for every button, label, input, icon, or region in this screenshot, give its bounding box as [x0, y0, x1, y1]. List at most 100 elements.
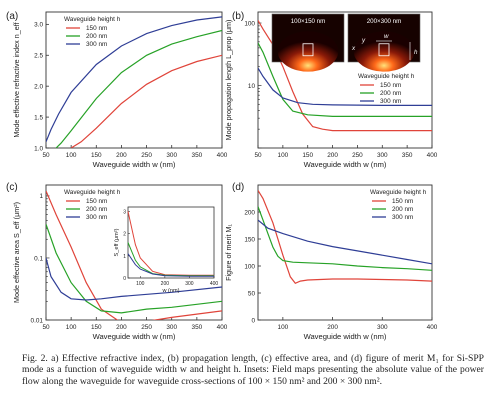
series-line-300-nm	[46, 16, 222, 143]
field-map-inset: 100×150 nm	[271, 13, 345, 72]
y-tick-label: 100	[244, 20, 255, 27]
inset-y-tick-label: 0	[123, 276, 126, 282]
inset-x-tick-label: 100	[136, 281, 145, 287]
legend-title: Waveguide height h	[64, 189, 121, 196]
x-tick-label: 50	[42, 152, 50, 159]
x-tick-label: 50	[42, 324, 50, 331]
x-tick-label: 400	[427, 324, 438, 331]
x-axis-label: Waveguide width w (nm)	[93, 332, 176, 341]
plot-frame	[257, 184, 433, 321]
y-tick-label: 100	[244, 263, 255, 270]
y-axis-label: Figure of merit M₁	[224, 224, 233, 281]
legend-title: Waveguide height h	[370, 189, 427, 196]
y-tick-label: 150	[244, 236, 255, 243]
panel-d: (d) 100 200 300 400 Waveguide width w (nm) 0 50…	[224, 182, 438, 341]
x-tick-label: 250	[141, 152, 152, 159]
legend-entry: 150 nm	[392, 198, 413, 205]
series-line-150-nm	[258, 190, 432, 285]
x-tick-label: 350	[192, 152, 203, 159]
x-tick-label: 150	[302, 152, 313, 159]
legend-entry: 200 nm	[392, 206, 413, 213]
panel-label: (c)	[6, 182, 18, 193]
x-tick-label: 300	[377, 324, 388, 331]
y-tick-label: 3.0	[34, 22, 43, 29]
panel-c: (c) 50 100 150 200 250 300 350 400 Waveguide widt…	[6, 182, 228, 341]
inset-series-line	[127, 253, 214, 277]
x-tick-label: 300	[166, 152, 177, 159]
x-tick-label: 300	[166, 324, 177, 331]
legend-entry: 300 nm	[392, 214, 413, 221]
waveguide-outline	[302, 43, 314, 57]
y-tick-label: 1.0	[34, 145, 43, 152]
series-line-300-nm	[258, 219, 432, 265]
inset-y-tick-label: 3	[123, 209, 126, 215]
x-tick-label: 400	[217, 324, 228, 331]
inset-title: 100×150 nm	[291, 18, 326, 25]
x-tick-label: 300	[377, 152, 388, 159]
y-tick-label: 0.01	[31, 317, 44, 324]
panel-label: (d)	[232, 182, 244, 193]
series-line-200-nm	[55, 29, 222, 148]
series-line-200-nm	[258, 206, 432, 271]
inset-y-tick-label: 2	[123, 232, 126, 238]
x-tick-label: 200	[327, 324, 338, 331]
series-line-150-nm	[70, 54, 222, 148]
x-tick-label: 150	[91, 152, 102, 159]
legend-title: Waveguide height h	[358, 73, 415, 80]
inset-y-tick-label: 1	[123, 254, 126, 260]
x-tick-label: 350	[192, 324, 203, 331]
y-axis-label: Mode effective area S_eff (μm²)	[12, 202, 21, 303]
x-tick-label: 400	[217, 152, 228, 159]
y-axis-label: Mode effective refractive index n_eff	[12, 22, 21, 137]
plot-frame	[257, 11, 433, 149]
inset-x-tick-label: 400	[210, 281, 219, 287]
x-tick-label: 400	[427, 152, 438, 159]
legend-entry: 200 nm	[86, 206, 107, 213]
inset-symbol-w: w	[384, 33, 389, 40]
y-tick-label: 1	[39, 193, 43, 200]
panel-b: (b) 50 100 150 200 250 300 350 400 Waveguide widt…	[224, 11, 438, 169]
figure-caption: Fig. 2. a) Effective refractive index, (…	[22, 353, 484, 387]
x-tick-label: 100	[278, 324, 289, 331]
x-tick-label: 150	[91, 324, 102, 331]
y-tick-label: 10	[248, 83, 256, 90]
y-tick-label: 0	[251, 317, 255, 324]
y-tick-label: 2.5	[34, 53, 43, 60]
field-map-inset: 200×300 nm	[347, 13, 421, 72]
y-axis-label: Mode propagation length L_prop (μm)	[224, 20, 233, 141]
y-tick-label: 200	[244, 209, 255, 216]
series-line-200-nm	[46, 224, 222, 314]
legend-entry: 150 nm	[86, 25, 107, 32]
field-glow	[277, 31, 339, 72]
plot-frame	[45, 184, 223, 321]
inset-x-tick-label: 300	[185, 281, 194, 287]
inset-symbol-y: y	[361, 37, 366, 44]
x-tick-label: 100	[66, 152, 77, 159]
waveguide-outline	[378, 43, 390, 57]
y-tick-label: 0.1	[34, 255, 43, 262]
field-glow	[353, 31, 415, 72]
series-line-300-nm	[46, 257, 222, 301]
x-tick-label: 350	[402, 152, 413, 159]
panel-label: (a)	[6, 11, 18, 22]
series-line-300-nm	[258, 67, 432, 107]
legend-entry: 300 nm	[86, 41, 107, 48]
legend-entry: 200 nm	[86, 33, 107, 40]
x-tick-label: 200	[327, 152, 338, 159]
x-axis-label: Waveguide width w (nm)	[304, 332, 387, 341]
inset-plot: 100 200 300 400 0 1 2 3 w (nm) S_eff (μm²)	[114, 206, 219, 294]
inset-y-label: S_eff (μm²)	[114, 228, 120, 256]
legend-entry: 200 nm	[380, 90, 401, 97]
x-axis-label: Waveguide width w (nm)	[93, 160, 176, 169]
inset-x-tick-label: 200	[161, 281, 170, 287]
inset-title: 200×300 nm	[367, 18, 402, 25]
series-line-150-nm	[46, 190, 222, 320]
panel-a: (a) 50 100 150 200 250 300 350 400 Waveguide widt…	[6, 11, 228, 169]
x-tick-label: 100	[278, 152, 289, 159]
inset-symbol-h: h	[414, 49, 418, 56]
inset-x-label: w (nm)	[161, 288, 179, 294]
inset-symbol-x: x	[351, 45, 356, 52]
